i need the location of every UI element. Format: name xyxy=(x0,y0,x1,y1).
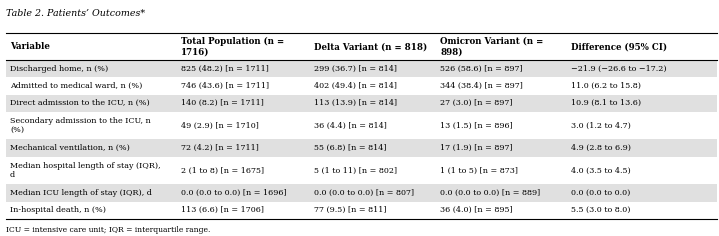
Text: ICU = intensive care unit; IQR = interquartile range.: ICU = intensive care unit; IQR = interqu… xyxy=(6,226,210,234)
Text: 13 (1.5) [n = 896]: 13 (1.5) [n = 896] xyxy=(440,122,513,130)
Bar xyxy=(6,60,717,77)
Text: Median hospital length of stay (IQR),
d: Median hospital length of stay (IQR), d xyxy=(10,162,160,179)
Text: Table 2. Patients’ Outcomes*: Table 2. Patients’ Outcomes* xyxy=(6,9,145,18)
Text: Difference (95% CI): Difference (95% CI) xyxy=(571,42,667,51)
Text: 299 (36.7) [n = 814]: 299 (36.7) [n = 814] xyxy=(314,65,397,73)
Text: Total Population (n =
1716): Total Population (n = 1716) xyxy=(181,37,284,56)
Text: 5.5 (3.0 to 8.0): 5.5 (3.0 to 8.0) xyxy=(571,206,631,214)
Text: 746 (43.6) [n = 1711]: 746 (43.6) [n = 1711] xyxy=(181,82,270,90)
Text: 526 (58.6) [n = 897]: 526 (58.6) [n = 897] xyxy=(440,65,523,73)
Text: 1 (1 to 5) [n = 873]: 1 (1 to 5) [n = 873] xyxy=(440,167,518,174)
Text: 36 (4.4) [n = 814]: 36 (4.4) [n = 814] xyxy=(314,122,387,130)
Text: 402 (49.4) [n = 814]: 402 (49.4) [n = 814] xyxy=(314,82,397,90)
Bar xyxy=(6,95,717,112)
Text: 0.0 (0.0 to 0.0) [n = 807]: 0.0 (0.0 to 0.0) [n = 807] xyxy=(314,189,414,197)
Text: 77 (9.5) [n = 811]: 77 (9.5) [n = 811] xyxy=(314,206,387,214)
Text: 72 (4.2) [n = 1711]: 72 (4.2) [n = 1711] xyxy=(181,144,259,152)
Text: 113 (13.9) [n = 814]: 113 (13.9) [n = 814] xyxy=(314,99,398,107)
Text: 0.0 (0.0 to 0.0) [n = 1696]: 0.0 (0.0 to 0.0) [n = 1696] xyxy=(181,189,287,197)
Text: 49 (2.9) [n = 1710]: 49 (2.9) [n = 1710] xyxy=(181,122,259,130)
Text: 5 (1 to 11) [n = 802]: 5 (1 to 11) [n = 802] xyxy=(314,167,398,174)
Text: −21.9 (−26.6 to −17.2): −21.9 (−26.6 to −17.2) xyxy=(571,65,667,73)
Text: 113 (6.6) [n = 1706]: 113 (6.6) [n = 1706] xyxy=(181,206,264,214)
Text: 344 (38.4) [n = 897]: 344 (38.4) [n = 897] xyxy=(440,82,523,90)
Text: Variable: Variable xyxy=(10,42,50,51)
Text: 10.9 (8.1 to 13.6): 10.9 (8.1 to 13.6) xyxy=(571,99,641,107)
Text: 27 (3.0) [n = 897]: 27 (3.0) [n = 897] xyxy=(440,99,513,107)
Text: 36 (4.0) [n = 895]: 36 (4.0) [n = 895] xyxy=(440,206,513,214)
Text: Median ICU length of stay (IQR), d: Median ICU length of stay (IQR), d xyxy=(10,189,152,197)
Text: Discharged home, n (%): Discharged home, n (%) xyxy=(10,65,109,73)
Text: Direct admission to the ICU, n (%): Direct admission to the ICU, n (%) xyxy=(10,99,150,107)
Text: Omicron Variant (n =
898): Omicron Variant (n = 898) xyxy=(440,37,544,56)
Text: 3.0 (1.2 to 4.7): 3.0 (1.2 to 4.7) xyxy=(571,122,631,130)
Text: Mechanical ventilation, n (%): Mechanical ventilation, n (%) xyxy=(10,144,130,152)
Text: Admitted to medical ward, n (%): Admitted to medical ward, n (%) xyxy=(10,82,142,90)
Text: 2 (1 to 8) [n = 1675]: 2 (1 to 8) [n = 1675] xyxy=(181,167,265,174)
Text: 0.0 (0.0 to 0.0): 0.0 (0.0 to 0.0) xyxy=(571,189,631,197)
Text: 825 (48.2) [n = 1711]: 825 (48.2) [n = 1711] xyxy=(181,65,269,73)
Bar xyxy=(6,184,717,202)
Text: 17 (1.9) [n = 897]: 17 (1.9) [n = 897] xyxy=(440,144,513,152)
Text: Secondary admission to the ICU, n
(%): Secondary admission to the ICU, n (%) xyxy=(10,117,151,134)
Text: 0.0 (0.0 to 0.0) [n = 889]: 0.0 (0.0 to 0.0) [n = 889] xyxy=(440,189,540,197)
Text: In-hospital death, n (%): In-hospital death, n (%) xyxy=(10,206,106,214)
Text: Delta Variant (n = 818): Delta Variant (n = 818) xyxy=(314,42,428,51)
Text: 55 (6.8) [n = 814]: 55 (6.8) [n = 814] xyxy=(314,144,387,152)
Text: 4.9 (2.8 to 6.9): 4.9 (2.8 to 6.9) xyxy=(571,144,631,152)
Bar xyxy=(6,139,717,157)
Text: 140 (8.2) [n = 1711]: 140 (8.2) [n = 1711] xyxy=(181,99,264,107)
Text: 4.0 (3.5 to 4.5): 4.0 (3.5 to 4.5) xyxy=(571,167,631,174)
Text: 11.0 (6.2 to 15.8): 11.0 (6.2 to 15.8) xyxy=(571,82,641,90)
